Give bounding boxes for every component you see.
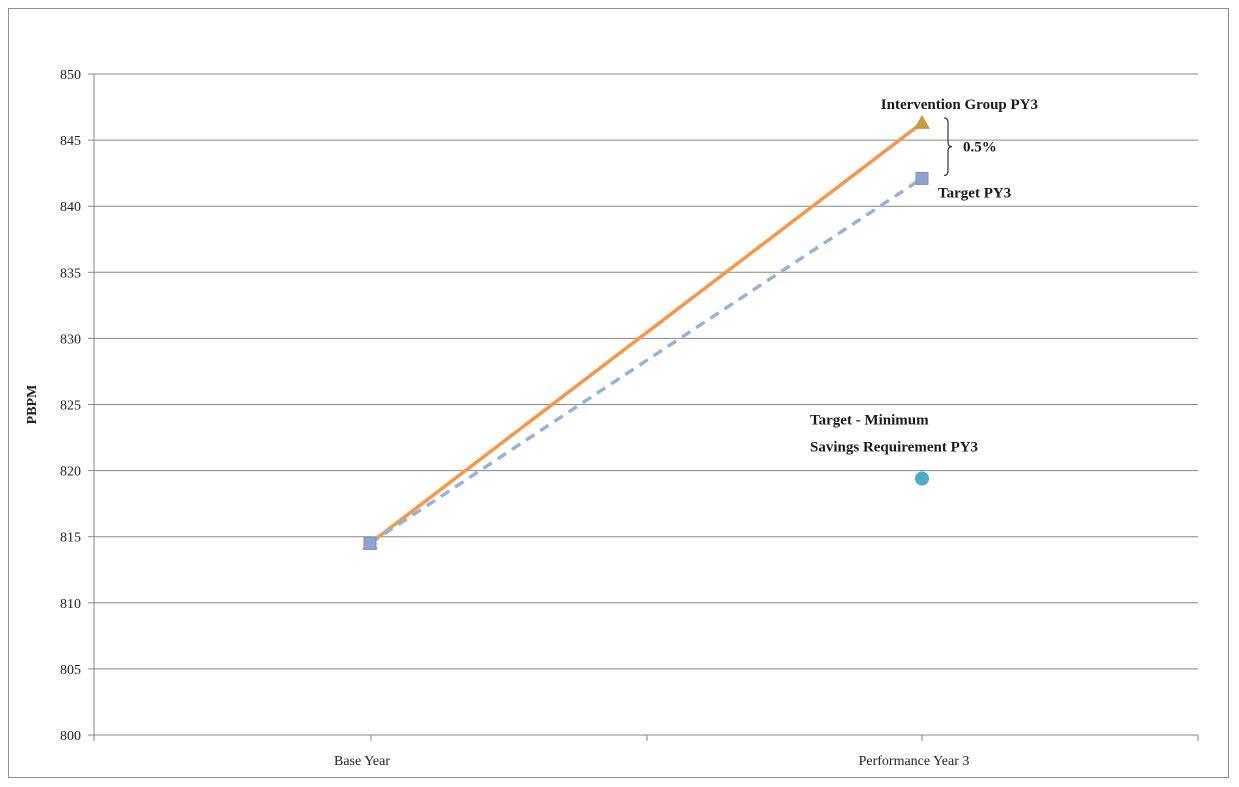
minimum-savings-label-line1: Target - Minimum	[810, 413, 929, 429]
y-tick-label: 830	[60, 332, 81, 347]
x-tick-labels: Base Year Performance Year 3	[334, 754, 969, 769]
y-tick-label: 805	[60, 663, 81, 678]
y-tick-labels: 800 805 810 815 820 825 830 835 840 845 850	[60, 68, 81, 744]
series	[368, 121, 924, 545]
y-tick-label: 850	[60, 68, 81, 83]
y-tick-label: 820	[60, 465, 81, 480]
axes	[93, 74, 1199, 741]
y-tick-label: 810	[60, 597, 81, 612]
difference-brace	[943, 117, 953, 177]
y-tick-label: 815	[60, 531, 81, 546]
point-marker-target-base	[363, 536, 377, 550]
point-marker-target	[915, 171, 929, 185]
difference-label: 0.5%	[963, 140, 997, 156]
y-tick-label: 835	[60, 266, 81, 281]
gridlines	[88, 73, 1198, 736]
target-label: Target PY3	[938, 185, 1011, 201]
intervention-group-label: Intervention Group PY3	[881, 97, 1038, 113]
y-tick-label: 840	[60, 200, 81, 215]
chart-frame	[8, 8, 1229, 778]
y-axis-label: PBPM	[25, 385, 40, 425]
markers	[362, 114, 930, 550]
y-tick-label: 845	[60, 134, 81, 149]
x-tick-label: Base Year	[334, 754, 390, 769]
minimum-savings-label-line2: Savings Requirement PY3	[810, 440, 978, 456]
series-line-intervention	[368, 121, 924, 545]
y-tick-label: 800	[60, 729, 81, 744]
y-tick-label: 825	[60, 399, 81, 414]
series-line-target	[369, 176, 923, 545]
point-marker-intervention	[914, 114, 930, 129]
x-tick-label: Performance Year 3	[859, 754, 970, 769]
point-marker-minimum_savings	[915, 471, 929, 486]
